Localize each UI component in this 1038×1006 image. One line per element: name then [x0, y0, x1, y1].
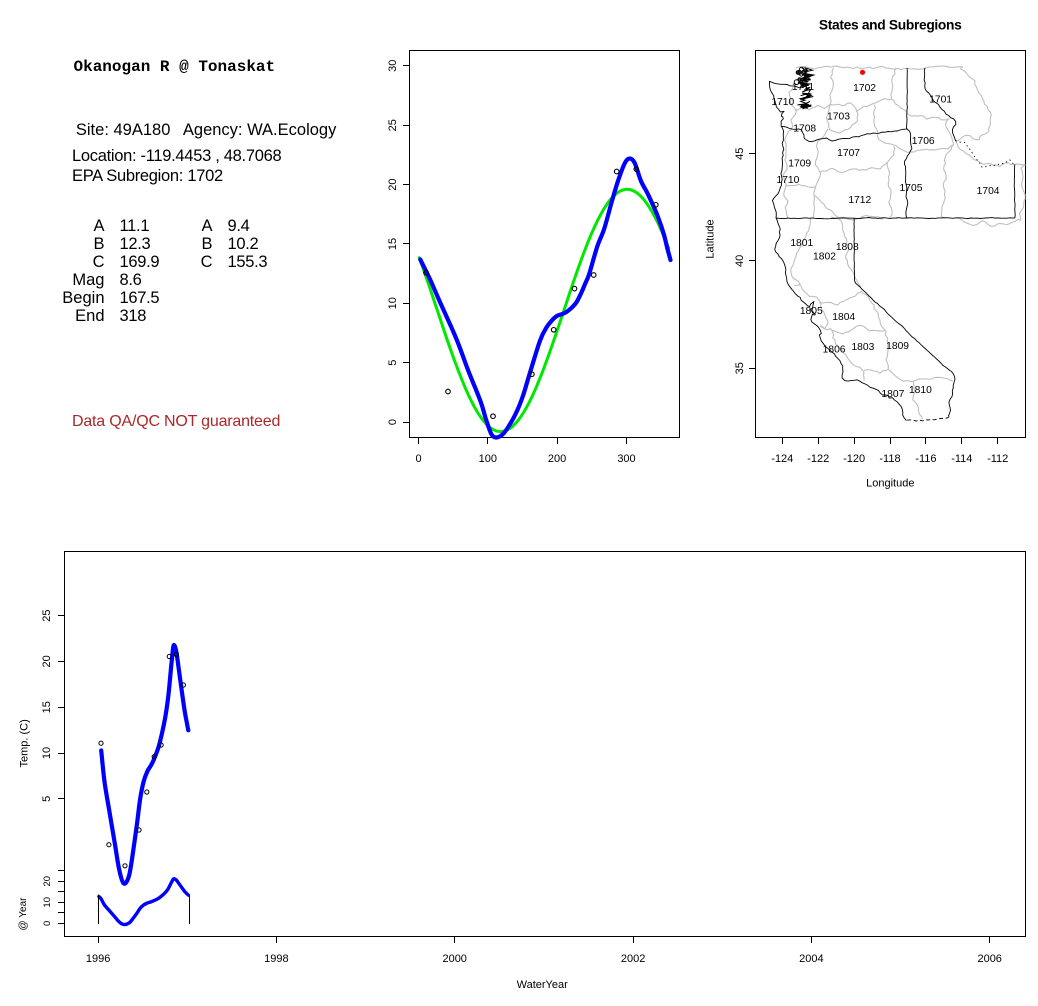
- svg-text:2002: 2002: [621, 953, 645, 965]
- svg-text:15: 15: [387, 238, 399, 250]
- svg-text:1706: 1706: [912, 136, 935, 147]
- svg-text:Latitude: Latitude: [705, 219, 717, 258]
- svg-text:Begin: Begin: [62, 289, 104, 307]
- svg-text:1712: 1712: [848, 195, 871, 206]
- svg-text:100: 100: [479, 453, 497, 465]
- svg-text:1703: 1703: [827, 112, 850, 123]
- svg-text:300: 300: [617, 453, 635, 465]
- svg-text:15: 15: [41, 701, 53, 713]
- svg-text:1805: 1805: [800, 306, 823, 317]
- svg-text:5: 5: [387, 360, 399, 366]
- svg-text:1702: 1702: [853, 83, 876, 94]
- svg-text:167.5: 167.5: [120, 289, 160, 307]
- svg-text:5: 5: [41, 796, 53, 802]
- svg-text:0: 0: [42, 921, 53, 926]
- svg-text:Location: -119.4453 , 48.7068: Location: -119.4453 , 48.7068: [72, 147, 281, 165]
- svg-text:Mag: Mag: [72, 271, 104, 289]
- svg-text:1709: 1709: [788, 159, 811, 170]
- svg-text:1809: 1809: [886, 341, 909, 352]
- svg-text:25: 25: [41, 609, 53, 621]
- svg-text:10: 10: [42, 897, 53, 908]
- svg-text:10: 10: [41, 747, 53, 759]
- svg-text:45: 45: [734, 148, 746, 160]
- svg-text:Agency: WA.Ecology: Agency: WA.Ecology: [183, 121, 337, 139]
- svg-text:A: A: [201, 217, 212, 235]
- svg-text:B: B: [201, 235, 212, 253]
- svg-text:2000: 2000: [442, 953, 466, 965]
- svg-text:20: 20: [41, 655, 53, 667]
- svg-text:2006: 2006: [977, 953, 1001, 965]
- svg-text:WaterYear: WaterYear: [517, 979, 568, 991]
- svg-text:35: 35: [734, 362, 746, 374]
- svg-text:8.6: 8.6: [120, 271, 142, 289]
- svg-text:Temp. (C): Temp. (C): [19, 719, 31, 767]
- svg-text:1810: 1810: [909, 385, 932, 396]
- svg-text:Site: 49A180: Site: 49A180: [76, 121, 170, 139]
- svg-text:1807: 1807: [881, 389, 904, 400]
- svg-text:1710: 1710: [771, 97, 794, 108]
- svg-text:C: C: [93, 253, 105, 271]
- svg-text:12.3: 12.3: [120, 235, 151, 253]
- svg-text:2004: 2004: [799, 953, 823, 965]
- svg-text:1708: 1708: [793, 124, 816, 135]
- svg-text:10.2: 10.2: [228, 235, 259, 253]
- svg-text:1998: 1998: [264, 953, 288, 965]
- svg-text:-118: -118: [879, 453, 900, 465]
- svg-text:9.4: 9.4: [228, 217, 250, 235]
- svg-text:200: 200: [548, 453, 566, 465]
- svg-text:20: 20: [42, 876, 53, 887]
- svg-text:-112: -112: [987, 453, 1008, 465]
- svg-text:30: 30: [387, 60, 399, 72]
- svg-text:1707: 1707: [837, 148, 860, 159]
- svg-text:1996: 1996: [86, 953, 110, 965]
- svg-text:-116: -116: [915, 453, 936, 465]
- svg-text:-120: -120: [843, 453, 865, 465]
- svg-text:C: C: [201, 253, 213, 271]
- svg-text:A: A: [93, 217, 104, 235]
- svg-text:1804: 1804: [832, 312, 855, 323]
- svg-text:1806: 1806: [823, 344, 846, 355]
- svg-text:1710: 1710: [776, 175, 799, 186]
- svg-text:0: 0: [415, 453, 421, 465]
- svg-text:1802: 1802: [813, 252, 836, 263]
- svg-text:155.3: 155.3: [228, 253, 268, 271]
- svg-text:States and Subregions: States and Subregions: [819, 18, 962, 33]
- svg-text:1701: 1701: [929, 95, 952, 106]
- svg-text:@ Year: @ Year: [18, 897, 29, 931]
- svg-text:EPA Subregion: 1702: EPA Subregion: 1702: [72, 167, 223, 185]
- svg-text:25: 25: [387, 119, 399, 131]
- svg-text:1808: 1808: [836, 242, 859, 253]
- svg-text:Okanogan R @ Tonaskat: Okanogan R @ Tonaskat: [74, 58, 276, 76]
- svg-text:1711: 1711: [792, 82, 814, 93]
- svg-text:20: 20: [387, 178, 399, 190]
- svg-text:11.1: 11.1: [120, 217, 150, 235]
- svg-text:B: B: [93, 235, 104, 253]
- svg-text:1704: 1704: [977, 186, 1000, 197]
- svg-text:318: 318: [120, 307, 147, 325]
- svg-text:1705: 1705: [900, 183, 923, 194]
- svg-text:0: 0: [387, 419, 399, 425]
- svg-text:-114: -114: [951, 453, 972, 465]
- svg-text:40: 40: [734, 255, 746, 267]
- svg-text:Data QA/QC NOT guaranteed: Data QA/QC NOT guaranteed: [72, 413, 280, 430]
- svg-text:-122: -122: [807, 453, 829, 465]
- svg-text:-124: -124: [771, 453, 793, 465]
- svg-text:End: End: [75, 307, 104, 325]
- svg-text:1801: 1801: [790, 238, 813, 249]
- svg-text:10: 10: [387, 297, 399, 309]
- svg-text:169.9: 169.9: [120, 253, 160, 271]
- svg-text:1803: 1803: [851, 342, 874, 353]
- svg-text:Longitude: Longitude: [866, 478, 914, 490]
